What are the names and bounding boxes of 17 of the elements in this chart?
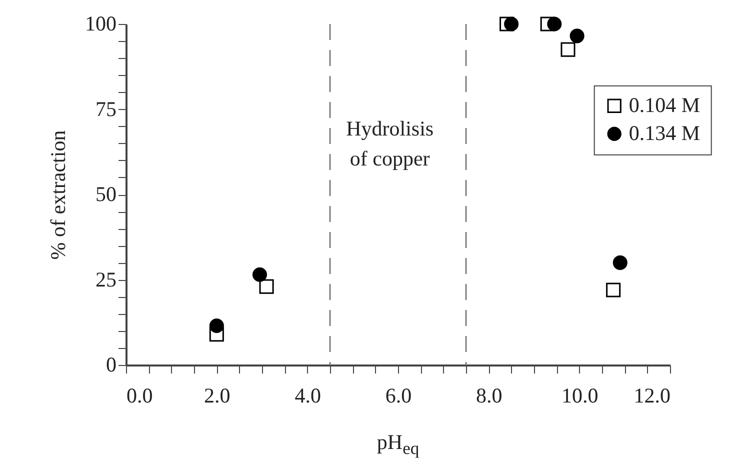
x-tick-label: 12.0 bbox=[634, 384, 670, 408]
y-axis-title: % of extraction bbox=[46, 130, 70, 260]
y-tick-label: 100 bbox=[85, 12, 116, 36]
y-tick-label: 50 bbox=[96, 182, 116, 206]
x-tick-label: 6.0 bbox=[385, 384, 412, 408]
y-tick-label: 75 bbox=[96, 96, 116, 121]
legend-label: 0.134 M bbox=[628, 120, 700, 145]
x-axis-title: pH$_{eq}$ bbox=[376, 430, 420, 460]
x-tick-label: 0.0 bbox=[126, 384, 153, 408]
annotation: Hydrolisis of copper bbox=[346, 116, 434, 171]
y-tick-label: 0 bbox=[106, 352, 116, 376]
y-tick-label: 25 bbox=[96, 267, 116, 292]
x-tick-label: 2.0 bbox=[204, 384, 230, 408]
legend-label: 0.104 M bbox=[628, 92, 700, 117]
x-tick-label: 4.0 bbox=[294, 384, 321, 408]
x-tick-label: 8.0 bbox=[476, 384, 502, 408]
x-tick-label: 10.0 bbox=[561, 384, 598, 408]
